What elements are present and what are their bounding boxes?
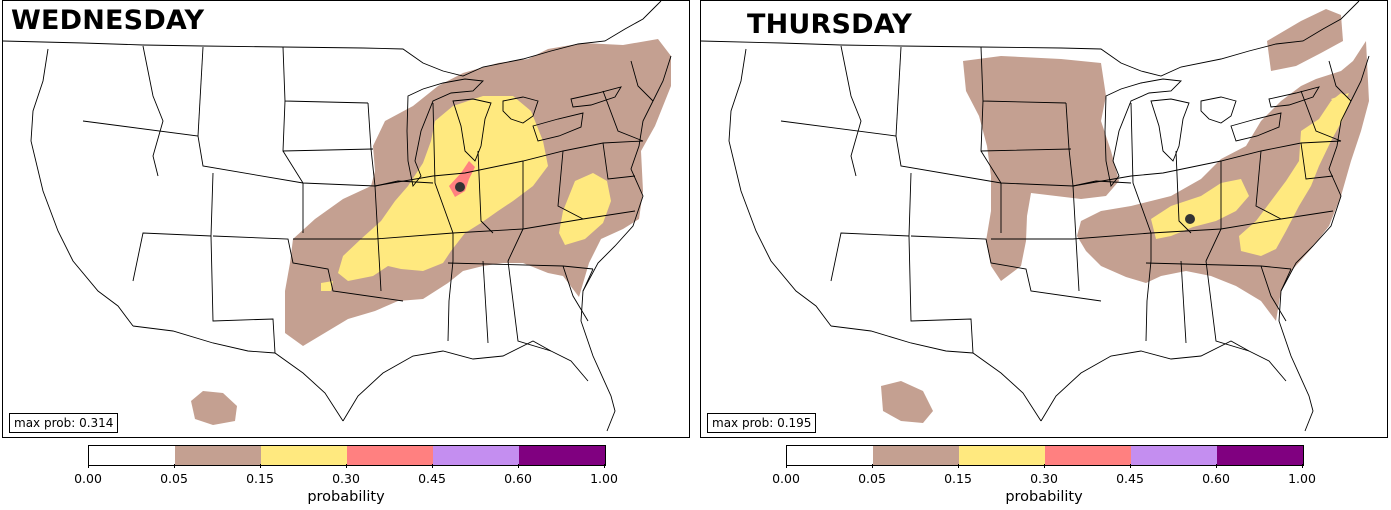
colorbar-seg-4: [433, 446, 519, 465]
thursday-map-svg: [701, 1, 1370, 432]
tick-label: 0.05: [160, 471, 188, 486]
tick-mark: [604, 464, 605, 468]
tick-label: 0.60: [504, 471, 532, 486]
wednesday-panel: WEDNESDAY max prob: 0.314 0.00 0.05 0.15…: [0, 0, 690, 510]
colorbar-seg-2: [959, 446, 1045, 465]
tick-mark: [1302, 464, 1303, 468]
tick-mark: [174, 464, 175, 468]
colorbar-seg-5: [519, 446, 605, 465]
thu-max-marker: [1185, 214, 1195, 224]
tick-label: 0.05: [858, 471, 886, 486]
wed-prob-015-area: [321, 96, 611, 291]
tick-label: 0.30: [332, 471, 360, 486]
tick-mark: [88, 464, 89, 468]
tick-mark: [346, 464, 347, 468]
tick-label: 0.45: [1116, 471, 1144, 486]
thursday-colorbar-label: probability: [1005, 489, 1083, 505]
thursday-colorbar: [786, 445, 1304, 466]
wed-boundaries: [3, 1, 672, 432]
tick-mark: [958, 464, 959, 468]
tick-label: 1.00: [1288, 471, 1316, 486]
colorbar-seg-3: [1045, 446, 1131, 465]
thursday-colorbar-ticks: 0.00 0.05 0.15 0.30 0.45 0.60 1.00: [772, 464, 1316, 486]
colorbar-seg-3: [347, 446, 433, 465]
wednesday-colorbar-ticks: 0.00 0.05 0.15 0.30 0.45 0.60 1.00: [74, 464, 618, 486]
thursday-title: THURSDAY: [747, 9, 913, 40]
wednesday-colorbar-label: probability: [307, 489, 385, 505]
tick-label: 0.60: [1202, 471, 1230, 486]
tick-label: 0.15: [246, 471, 274, 486]
thursday-max-prob-box: max prob: 0.195: [707, 413, 817, 433]
wednesday-max-prob-box: max prob: 0.314: [9, 413, 119, 433]
thursday-map: THURSDAY max prob: 0.195: [700, 0, 1388, 438]
colorbar-seg-1: [873, 446, 959, 465]
colorbar-seg-4: [1131, 446, 1217, 465]
wednesday-map: WEDNESDAY max prob: 0.314: [2, 0, 690, 438]
tick-label: 0.00: [772, 471, 800, 486]
tick-mark: [1044, 464, 1045, 468]
thu-boundaries: [701, 1, 1370, 432]
tick-label: 1.00: [590, 471, 618, 486]
wed-max-marker: [455, 182, 465, 192]
tick-mark: [260, 464, 261, 468]
tick-label: 0.15: [944, 471, 972, 486]
tick-label: 0.00: [74, 471, 102, 486]
colorbar-seg-0: [787, 446, 873, 465]
thu-prob-005-area: [881, 9, 1369, 423]
colorbar-seg-0: [89, 446, 175, 465]
colorbar-seg-1: [175, 446, 261, 465]
tick-mark: [432, 464, 433, 468]
colorbar-seg-2: [261, 446, 347, 465]
tick-mark: [518, 464, 519, 468]
tick-mark: [1216, 464, 1217, 468]
colorbar-seg-5: [1217, 446, 1303, 465]
thursday-panel: THURSDAY max prob: 0.195 0.00 0.05 0.15 …: [698, 0, 1388, 510]
tick-label: 0.45: [418, 471, 446, 486]
wednesday-colorbar: [88, 445, 606, 466]
tick-mark: [872, 464, 873, 468]
tick-mark: [1130, 464, 1131, 468]
tick-label: 0.30: [1030, 471, 1058, 486]
tick-mark: [786, 464, 787, 468]
wednesday-map-svg: [3, 1, 672, 432]
wednesday-title: WEDNESDAY: [11, 5, 205, 36]
